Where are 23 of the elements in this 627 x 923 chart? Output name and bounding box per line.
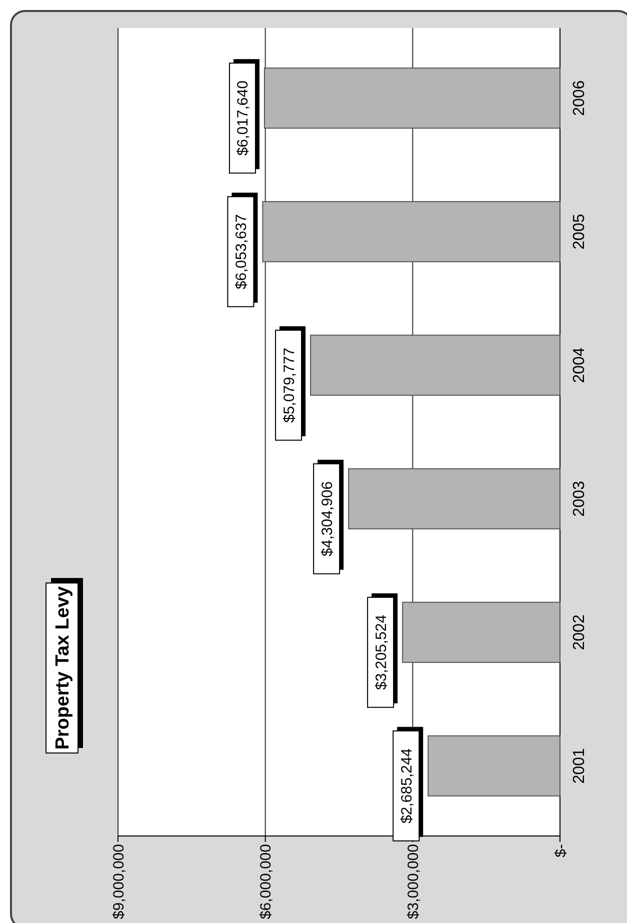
data-label: $6,017,640 [234, 80, 252, 156]
y-tick-label: 2001 [571, 748, 588, 784]
y-tick-label: 2005 [571, 214, 588, 250]
bar [348, 468, 560, 530]
y-tick-label: 2006 [571, 80, 588, 116]
y-tick-label: 2003 [571, 480, 588, 517]
y-tick-label: 2002 [571, 614, 588, 650]
bar [428, 735, 560, 796]
x-tick-label: $- [552, 844, 570, 858]
data-label: $6,053,637 [232, 214, 250, 290]
y-tick-label: 2004 [571, 347, 588, 384]
bar [262, 201, 560, 262]
data-label: $3,205,524 [372, 614, 390, 690]
x-tick-label: $6,000,000 [258, 844, 275, 920]
x-tick-label: $9,000,000 [110, 844, 128, 920]
bar [402, 602, 560, 663]
text: Property Tax Levy [52, 586, 74, 750]
data-label: $2,685,244 [398, 748, 416, 824]
x-tick-label: $3,000,000 [404, 844, 422, 920]
data-label: $5,079,777 [280, 348, 298, 423]
data-label: $4,304,906 [318, 481, 336, 556]
bar [310, 334, 560, 396]
bar [264, 68, 560, 129]
